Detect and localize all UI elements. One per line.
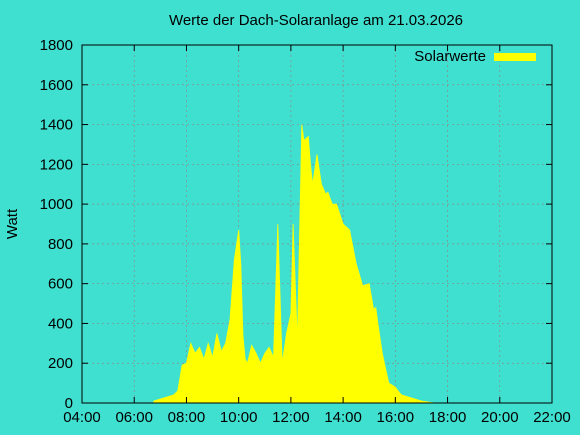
- plot-frame: [81, 44, 553, 404]
- x-tick-label: 20:00: [481, 409, 519, 426]
- y-tick-label: 1800: [40, 37, 73, 54]
- y-tick-label: 1200: [40, 156, 73, 173]
- y-tick-label: 200: [48, 355, 73, 372]
- x-tick-label: 08:00: [168, 409, 206, 426]
- x-tick-label: 10:00: [220, 409, 258, 426]
- y-axis-label: Watt: [4, 208, 21, 239]
- y-tick-label: 800: [48, 236, 73, 253]
- x-tick-label: 16:00: [377, 409, 415, 426]
- y-tick-label: 600: [48, 276, 73, 293]
- y-tick-label: 400: [48, 315, 73, 332]
- chart-title: Werte der Dach-Solaranlage am 21.03.2026: [169, 12, 463, 29]
- y-tick-label: 1400: [40, 117, 73, 134]
- x-tick-label: 12:00: [272, 409, 310, 426]
- legend-label: Solarwerte: [414, 48, 486, 65]
- y-tick-label: 1000: [40, 196, 73, 213]
- legend: Solarwerte: [414, 48, 536, 65]
- x-tick-label: 18:00: [429, 409, 467, 426]
- x-tick-label: 22:00: [533, 409, 571, 426]
- y-tick-label: 0: [65, 395, 73, 412]
- series-area-layer: [153, 124, 450, 404]
- x-tick-label: 14:00: [324, 409, 362, 426]
- legend-swatch: [494, 53, 536, 61]
- x-tick-label: 04:00: [63, 409, 101, 426]
- y-tick-label: 1600: [40, 77, 73, 94]
- series-area: [153, 124, 450, 404]
- x-tick-label: 06:00: [115, 409, 153, 426]
